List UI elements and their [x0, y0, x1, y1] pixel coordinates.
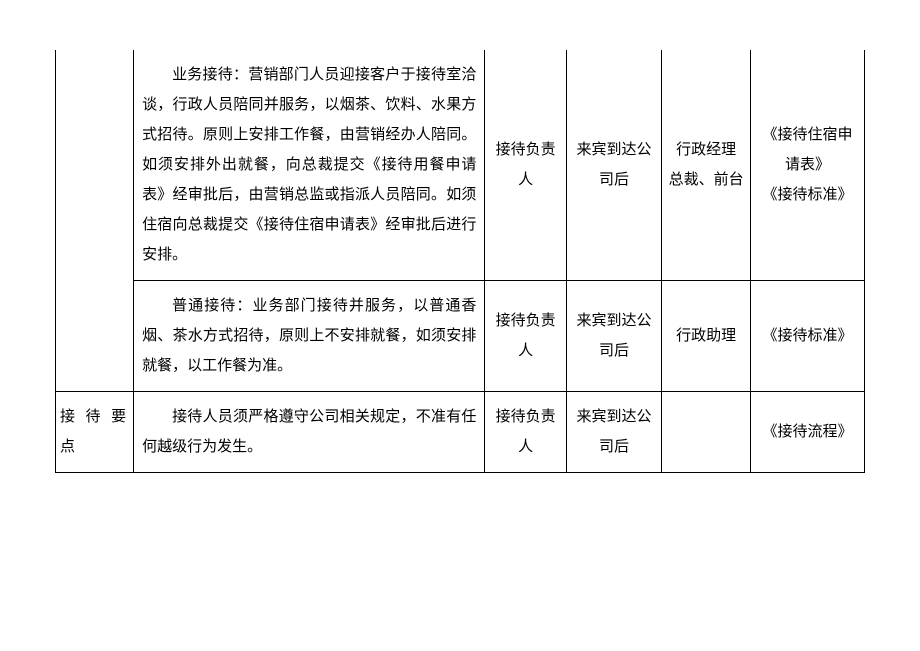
timing-cell: 来宾到达公司后 — [566, 281, 661, 392]
category-cell — [56, 50, 134, 392]
description-cell: 普通接待：业务部门接待并服务，以普通香烟、茶水方式招待，原则上不安排就餐，如须安… — [134, 281, 485, 392]
responsible-cell: 接待负责人 — [485, 392, 566, 473]
category-cell: 接待要点 — [56, 392, 134, 473]
description-cell: 接待人员须严格遵守公司相关规定，不准有任何越级行为发生。 — [134, 392, 485, 473]
reference-cell: 《接待流程》 — [751, 392, 865, 473]
table-row: 接待要点 接待人员须严格遵守公司相关规定，不准有任何越级行为发生。 接待负责人 … — [56, 392, 865, 473]
timing-cell: 来宾到达公司后 — [566, 50, 661, 281]
approver-cell: 行政经理总裁、前台 — [662, 50, 751, 281]
table-row: 普通接待：业务部门接待并服务，以普通香烟、茶水方式招待，原则上不安排就餐，如须安… — [56, 281, 865, 392]
responsible-cell: 接待负责人 — [485, 50, 566, 281]
reference-cell: 《接待标准》 — [751, 281, 865, 392]
reception-protocol-table: 业务接待：营销部门人员迎接客户于接待室洽谈，行政人员陪同并服务，以烟茶、饮料、水… — [55, 50, 865, 473]
approver-cell: 行政助理 — [662, 281, 751, 392]
description-cell: 业务接待：营销部门人员迎接客户于接待室洽谈，行政人员陪同并服务，以烟茶、饮料、水… — [134, 50, 485, 281]
approver-cell — [662, 392, 751, 473]
reference-cell: 《接待住宿申请表》《接待标准》 — [751, 50, 865, 281]
timing-cell: 来宾到达公司后 — [566, 392, 661, 473]
table-row: 业务接待：营销部门人员迎接客户于接待室洽谈，行政人员陪同并服务，以烟茶、饮料、水… — [56, 50, 865, 281]
responsible-cell: 接待负责人 — [485, 281, 566, 392]
